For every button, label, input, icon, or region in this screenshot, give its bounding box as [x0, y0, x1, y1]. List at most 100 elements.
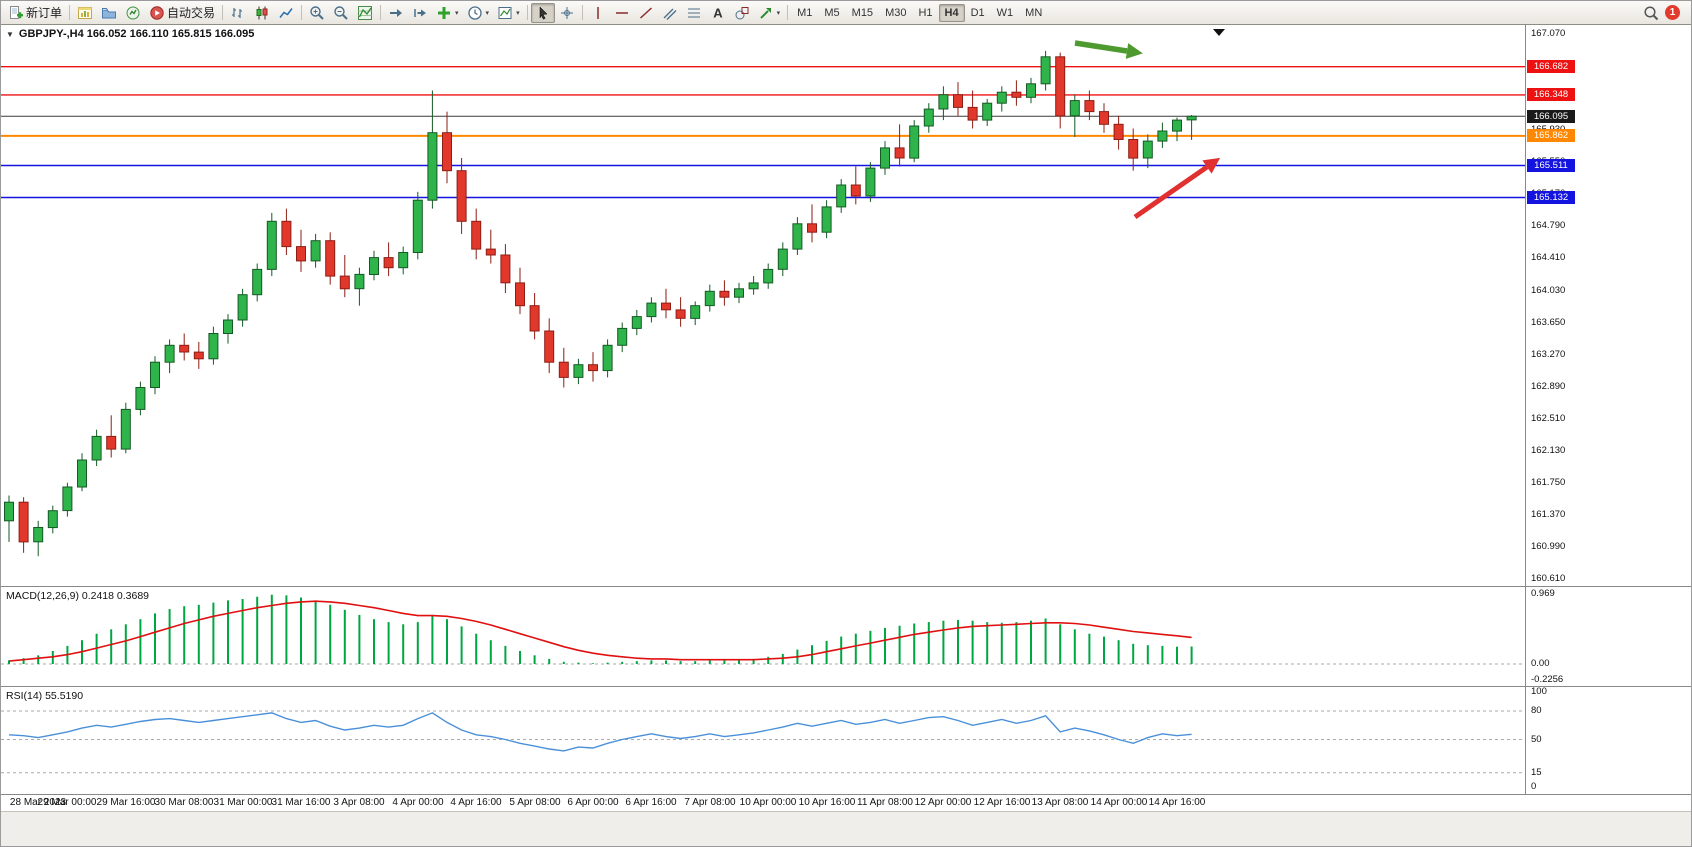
timeframe-m30-button[interactable]: M30 [885, 6, 907, 19]
zoom-in-button[interactable] [305, 3, 329, 23]
timeframe-m15-button[interactable]: M15 [851, 6, 874, 19]
rsi-tick-label: 100 [1531, 686, 1547, 697]
chart-shift-button[interactable] [408, 3, 432, 23]
text-label-button[interactable]: A [706, 3, 730, 23]
price-tick-label: 161.750 [1531, 476, 1566, 488]
macd-panel: MACD(12,26,9) 0.2418 0.3689 0.969 0.00 -0.… [1, 586, 1691, 687]
crosshair-button[interactable] [555, 3, 579, 23]
time-label: 14 Apr 16:00 [1148, 797, 1206, 808]
candlestick-mode-button[interactable] [250, 3, 274, 23]
chart-title-bar: ▼ GBPJPY-,H4 166.052 166.110 165.815 166… [6, 28, 254, 40]
hline-icon [615, 11, 628, 14]
price-tick-label: 162.890 [1531, 380, 1566, 392]
fibo-icon [687, 8, 700, 17]
profiles-icon [102, 7, 117, 18]
shapes-icon [735, 6, 749, 19]
horizontal-line-button[interactable] [610, 3, 634, 23]
timeframe-d1-button[interactable]: D1 [970, 6, 985, 19]
time-label: 30 Mar 08:00 [154, 797, 214, 808]
new-order-button[interactable]: 新订单 [4, 3, 66, 23]
toolbar-separator [380, 5, 382, 20]
price-tag-165.132: 165.132 [1527, 191, 1575, 204]
collapse-chart-button[interactable]: ▼ [6, 29, 14, 39]
price-tick-label: 160.990 [1531, 540, 1566, 552]
green-trend-arrow[interactable] [1074, 40, 1143, 59]
rsi-line [8, 712, 1192, 752]
auto-scroll-button[interactable] [384, 3, 408, 23]
line-mode-icon [279, 7, 293, 18]
toolbar-separator [301, 5, 303, 20]
shapes-button[interactable] [730, 3, 754, 23]
price-tag-166.348: 166.348 [1527, 88, 1575, 102]
timeframe-m1-button[interactable]: M1 [797, 6, 813, 19]
search-button[interactable] [1639, 3, 1663, 23]
time-label: 31 Mar 16:00 [271, 797, 331, 808]
timeframe-h1-button[interactable]: H1 [918, 6, 933, 19]
cursor-button[interactable] [530, 2, 555, 23]
macd-label: MACD(12,26,9) 0.2418 0.3689 [6, 590, 150, 602]
time-label: 31 Mar 00:00 [213, 797, 273, 808]
vertical-line-button[interactable] [586, 3, 610, 23]
chevron-down-icon: ▾ [776, 9, 781, 17]
time-axis[interactable]: 28 Mar 2023 29 Mar 00:00 29 Mar 16:00 30 Ma… [1, 794, 1691, 811]
trendline-button[interactable] [634, 3, 658, 23]
new-chart-button[interactable] [73, 3, 97, 23]
bar-chart-mode-button[interactable] [226, 3, 250, 23]
timeframe-h4-button[interactable]: H4 [938, 3, 965, 22]
price-tag-165.862: 165.862 [1527, 129, 1575, 143]
add-indicators-button[interactable]: ▾ [432, 3, 463, 23]
time-label: 12 Apr 16:00 [973, 797, 1031, 808]
toolbar-separator [222, 5, 224, 20]
zoom-in-icon [310, 5, 324, 20]
price-axis[interactable]: 167.070166.690166.310165.930165.550165.1… [1525, 25, 1691, 586]
templates-button[interactable]: ▾ [493, 3, 524, 23]
equidistant-channel-button[interactable] [658, 3, 682, 23]
timeframe-mn-button[interactable]: MN [1025, 6, 1043, 19]
time-label: 14 Apr 00:00 [1090, 797, 1148, 808]
zoom-out-button[interactable] [329, 3, 353, 23]
line-chart-mode-button[interactable] [274, 3, 298, 23]
periods-button[interactable]: ▾ [463, 3, 494, 23]
timeframe-w1-button[interactable]: W1 [996, 6, 1014, 19]
toolbar: 新订单 自动交易 ▾ ▾ ▾ A ▾ M1 M5 M15 M30 H1 H4 D1 W1 MN 1 [1, 1, 1691, 25]
chart-window-icon [78, 6, 93, 19]
arrows-tool-icon [759, 7, 771, 19]
profiles-button[interactable] [97, 3, 121, 23]
new-order-button-label: 新订单 [26, 6, 63, 20]
chevron-down-icon: ▾ [455, 9, 459, 17]
autotrade-button[interactable]: 自动交易 [145, 3, 219, 23]
rsi-chart[interactable] [1, 687, 1525, 794]
arrows-tool-button[interactable]: ▾ [754, 3, 785, 23]
rsi-tick-label: 15 [1531, 766, 1542, 778]
fibonacci-button[interactable] [682, 3, 706, 23]
toolbar-separator [526, 5, 528, 20]
notification-badge[interactable]: 1 [1665, 5, 1680, 20]
bars-mode-icon [232, 7, 243, 18]
candles-mode-icon [256, 6, 268, 19]
red-signal-arrow[interactable] [1133, 157, 1221, 220]
autotrade-icon [150, 5, 164, 20]
search-icon [1644, 5, 1659, 20]
price-tick-label: 162.510 [1531, 412, 1566, 424]
candles [4, 50, 1197, 557]
price-panel: ▼ GBPJPY-,H4 166.052 166.110 165.815 166… [1, 25, 1691, 586]
macd-tick-label: 0.00 [1531, 658, 1550, 669]
indicators-window-button[interactable] [353, 3, 377, 23]
price-tick-label: 160.610 [1531, 573, 1566, 584]
chart-area: ▼ GBPJPY-,H4 166.052 166.110 165.815 166… [1, 25, 1691, 846]
text-tool-icon: A [713, 5, 723, 20]
scroll-anchor-marker [1213, 29, 1225, 36]
indicators-icon [358, 5, 373, 20]
market-watch-button[interactable] [121, 3, 145, 23]
price-tick-label: 163.270 [1531, 348, 1566, 360]
time-label: 5 Apr 08:00 [509, 797, 561, 808]
macd-chart[interactable] [1, 587, 1525, 687]
price-chart[interactable] [1, 25, 1525, 586]
timeframe-m5-button[interactable]: M5 [824, 6, 840, 19]
time-label: 29 Mar 16:00 [96, 797, 156, 808]
toolbar-separator [581, 5, 583, 20]
chevron-down-icon: ▾ [516, 9, 520, 17]
channel-icon [663, 8, 677, 20]
vline-icon [596, 6, 599, 19]
